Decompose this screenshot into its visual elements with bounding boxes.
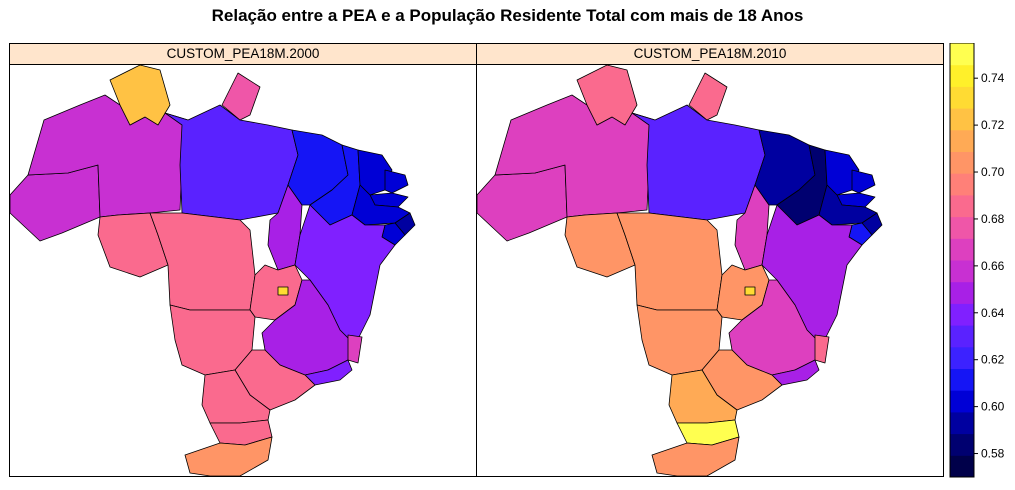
state-rn-2010 [851,169,876,194]
color-key: 0.58 0.60 0.62 0.64 0.66 0.68 0.70 0.72 0.74 [949,43,1005,478]
state-ac-2010 [477,164,568,242]
colorkey-swatch [950,129,974,152]
colorkey-swatch [950,455,974,478]
state-pe-2000 [351,184,411,226]
colorkey-tick-label: 0.66 [981,259,1005,273]
colorkey-swatch [950,173,974,196]
colorkey-swatch [950,390,974,413]
state-rr-2000 [109,65,171,126]
colorkey-swatch [950,260,974,283]
colorkey-swatch [950,43,974,66]
colorkey-swatch [950,151,974,174]
colorkey-frame [949,43,975,478]
chart-title: Relação entre a PEA e a População Reside… [211,6,804,25]
colorkey-swatch [950,433,974,456]
map-panel-2000: CUSTOM_PEA18M.2000 [9,43,477,477]
colorkey-swatch [950,368,974,391]
colorkey-swatch [950,64,974,87]
state-pa-2000 [164,104,299,221]
brazil-map-2010 [477,65,883,476]
colorkey-tick-label: 0.62 [981,353,1005,367]
colorkey-tick-label: 0.68 [981,212,1005,226]
colorkey-swatch [950,281,974,304]
colorkey-tick-label: 0.60 [981,400,1005,414]
colorkey-swatch [950,325,974,348]
state-ap-2010 [688,72,728,121]
panel-strip-2010: CUSTOM_PEA18M.2010 [477,44,943,65]
state-rs-2010 [651,436,740,476]
brazil-map-2000 [10,65,416,476]
colorkey-swatch [950,238,974,261]
state-es-2000 [347,334,363,364]
state-ac-2000 [10,164,101,242]
colorkey-swatch [950,86,974,109]
state-df-2000 [277,286,289,296]
state-pa-2010 [631,104,766,221]
state-df-2010 [744,286,756,296]
map-panel-2010: CUSTOM_PEA18M.2010 [476,43,944,477]
colorkey-tick-label: 0.74 [981,71,1005,85]
state-ap-2000 [221,72,261,121]
state-es-2010 [814,334,830,364]
colorkey-swatch [950,108,974,131]
colorkey-swatch [950,411,974,435]
colorkey-tick-label: 0.72 [981,118,1005,132]
state-rr-2010 [576,65,638,126]
colorkey-tick-label: 0.70 [981,165,1005,179]
colorkey-swatch [950,216,974,239]
state-rn-2000 [384,169,409,194]
colorkey-swatch [950,194,974,218]
colorkey-tick-label: 0.64 [981,306,1005,320]
state-rs-2000 [184,436,273,476]
state-pe-2010 [818,184,878,226]
colorkey-swatch [950,346,974,369]
colorkey-swatch [950,303,974,326]
panel-strip-2000: CUSTOM_PEA18M.2000 [10,44,476,65]
colorkey-tick-label: 0.58 [981,447,1005,461]
